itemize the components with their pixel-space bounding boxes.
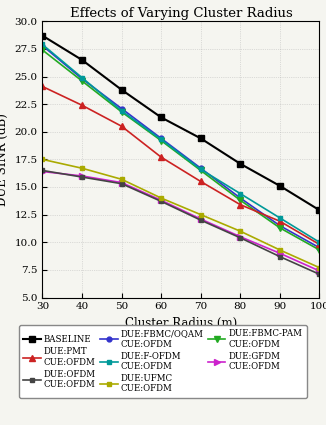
DUE:OFDM
CUE:OFDM [318,272,321,277]
BASELINE [120,87,124,92]
DUE:GFDM
CUE:OFDM [159,198,163,203]
BASELINE [318,208,321,213]
Line: DUE:FBMC-PAM
CUE:OFDM: DUE:FBMC-PAM CUE:OFDM [39,47,322,253]
DUE:FBMC-PAM
CUE:OFDM [159,138,163,143]
DUE:UFMC
CUE:OFDM [80,166,84,171]
DUE:OFDM
CUE:OFDM [120,181,124,186]
DUE:F-OFDM
CUE:OFDM [159,137,163,142]
Line: DUE:FBMC/OQAM
CUE:OFDM: DUE:FBMC/OQAM CUE:OFDM [40,43,322,250]
DUE:F-OFDM
CUE:OFDM [40,42,44,47]
Line: DUE:GFDM
CUE:OFDM: DUE:GFDM CUE:OFDM [39,169,322,274]
Line: BASELINE: BASELINE [39,33,322,213]
DUE:FBMC-PAM
CUE:OFDM [318,247,321,252]
DUE:FBMC-PAM
CUE:OFDM [278,225,282,230]
Line: DUE:OFDM
CUE:OFDM: DUE:OFDM CUE:OFDM [40,168,322,277]
BASELINE [159,115,163,120]
DUE:OFDM
CUE:OFDM [80,175,84,180]
DUE:GFDM
CUE:OFDM [80,173,84,178]
Line: DUE:PMT
CUE:OFDM: DUE:PMT CUE:OFDM [39,84,322,247]
DUE:UFMC
CUE:OFDM [159,196,163,201]
DUE:F-OFDM
CUE:OFDM [278,215,282,221]
DUE:FBMC/OQAM
CUE:OFDM [199,166,203,171]
Y-axis label: DUE SINR (dB): DUE SINR (dB) [0,113,9,206]
DUE:PMT
CUE:OFDM [120,124,124,129]
DUE:F-OFDM
CUE:OFDM [238,191,242,196]
DUE:PMT
CUE:OFDM [278,219,282,224]
DUE:PMT
CUE:OFDM [40,84,44,89]
DUE:FBMC/OQAM
CUE:OFDM [120,106,124,111]
Title: Effects of Varying Cluster Radius: Effects of Varying Cluster Radius [69,7,292,20]
DUE:PMT
CUE:OFDM [159,155,163,160]
DUE:PMT
CUE:OFDM [199,179,203,184]
DUE:UFMC
CUE:OFDM [278,247,282,252]
DUE:PMT
CUE:OFDM [80,103,84,108]
DUE:FBMC/OQAM
CUE:OFDM [318,245,321,250]
DUE:FBMC-PAM
CUE:OFDM [80,78,84,83]
DUE:FBMC-PAM
CUE:OFDM [238,198,242,203]
DUE:FBMC/OQAM
CUE:OFDM [278,223,282,228]
DUE:F-OFDM
CUE:OFDM [120,108,124,113]
DUE:GFDM
CUE:OFDM [278,251,282,256]
DUE:FBMC/OQAM
CUE:OFDM [238,196,242,201]
DUE:OFDM
CUE:OFDM [278,254,282,259]
DUE:PMT
CUE:OFDM [318,242,321,247]
Line: DUE:UFMC
CUE:OFDM: DUE:UFMC CUE:OFDM [40,157,322,270]
X-axis label: Cluster Radius (m): Cluster Radius (m) [125,317,237,330]
DUE:UFMC
CUE:OFDM [199,212,203,217]
Legend: BASELINE, DUE:PMT
CUE:OFDM, DUE:OFDM
CUE:OFDM, DUE:FBMC/OQAM
CUE:OFDM, DUE:F-OFD: BASELINE, DUE:PMT CUE:OFDM, DUE:OFDM CUE… [19,325,307,398]
BASELINE [278,183,282,188]
BASELINE [199,136,203,141]
DUE:UFMC
CUE:OFDM [120,177,124,182]
DUE:GFDM
CUE:OFDM [318,269,321,274]
DUE:F-OFDM
CUE:OFDM [80,75,84,80]
DUE:FBMC/OQAM
CUE:OFDM [159,136,163,141]
DUE:F-OFDM
CUE:OFDM [199,167,203,172]
DUE:OFDM
CUE:OFDM [159,199,163,204]
DUE:OFDM
CUE:OFDM [199,218,203,223]
DUE:F-OFDM
CUE:OFDM [318,240,321,245]
DUE:GFDM
CUE:OFDM [120,180,124,185]
DUE:FBMC/OQAM
CUE:OFDM [40,43,44,48]
DUE:GFDM
CUE:OFDM [238,234,242,239]
DUE:PMT
CUE:OFDM [238,202,242,207]
DUE:OFDM
CUE:OFDM [40,168,44,173]
DUE:GFDM
CUE:OFDM [199,216,203,221]
DUE:GFDM
CUE:OFDM [40,169,44,174]
DUE:FBMC-PAM
CUE:OFDM [120,109,124,114]
DUE:FBMC-PAM
CUE:OFDM [199,168,203,173]
DUE:FBMC-PAM
CUE:OFDM [40,48,44,53]
BASELINE [40,33,44,38]
DUE:OFDM
CUE:OFDM [238,235,242,241]
Line: DUE:F-OFDM
CUE:OFDM: DUE:F-OFDM CUE:OFDM [40,42,322,245]
DUE:UFMC
CUE:OFDM [40,157,44,162]
DUE:UFMC
CUE:OFDM [238,229,242,234]
BASELINE [80,57,84,62]
BASELINE [238,161,242,166]
DUE:FBMC/OQAM
CUE:OFDM [80,76,84,81]
DUE:UFMC
CUE:OFDM [318,265,321,270]
